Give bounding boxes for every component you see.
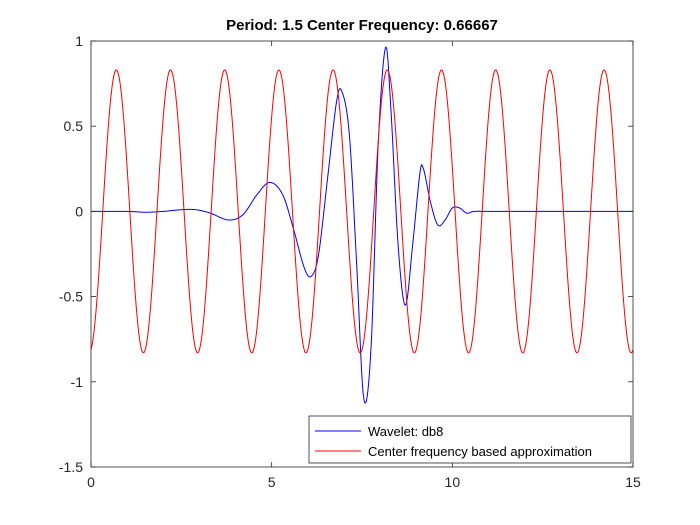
series-approximation-line xyxy=(91,69,633,354)
y-tick-label: -1.5 xyxy=(59,459,83,475)
x-tick-label: 5 xyxy=(268,474,276,490)
y-tick-label: 0 xyxy=(75,203,83,219)
y-tick-label: -1 xyxy=(71,374,84,390)
x-tick-label: 0 xyxy=(87,474,95,490)
series-layer xyxy=(91,46,633,404)
y-tick-label: -0.5 xyxy=(59,289,83,305)
x-tick-label: 10 xyxy=(445,474,461,490)
legend-label-wavelet: Wavelet: db8 xyxy=(368,424,443,439)
x-tick-label: 15 xyxy=(625,474,641,490)
legend: Wavelet: db8 Center frequency based appr… xyxy=(308,415,632,464)
plot-area xyxy=(91,41,633,467)
y-tick-label: 0.5 xyxy=(64,118,84,134)
legend-label-approximation: Center frequency based approximation xyxy=(368,444,592,459)
y-tick-label: 1 xyxy=(75,33,83,49)
series-wavelet-line xyxy=(91,46,633,404)
axes-box xyxy=(90,40,634,468)
chart-title: Period: 1.5 Center Frequency: 0.66667 xyxy=(226,17,498,34)
legend-box xyxy=(308,415,632,464)
tick-layer: 0 5 10 15 -1.5 -1 -0.5 0 0.5 1 xyxy=(59,33,641,490)
axes-layer xyxy=(90,40,634,468)
